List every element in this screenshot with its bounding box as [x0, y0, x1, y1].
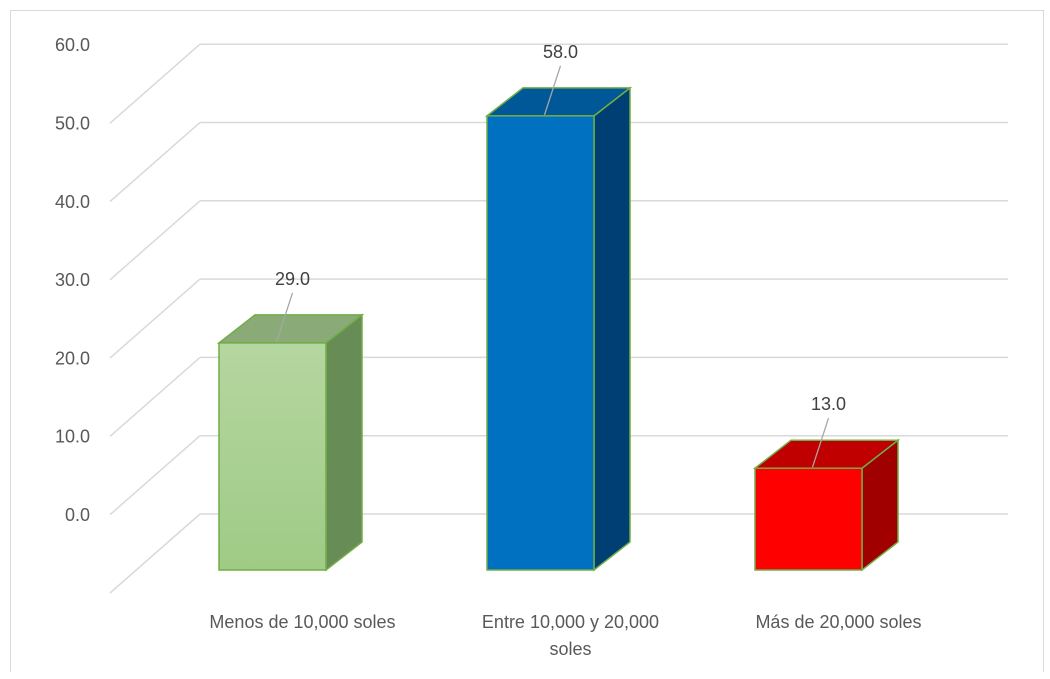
data-label-leader: [543, 65, 562, 116]
y-tick-label: 60.0: [55, 35, 90, 55]
gridline-diagonal: [109, 435, 201, 516]
bar-front: [486, 115, 595, 571]
gridline-diagonal: [109, 121, 201, 203]
category-label-line: Menos de 10,000 soles: [209, 612, 395, 632]
y-tick-label: 50.0: [55, 114, 90, 134]
y-tick-label: 0.0: [65, 505, 90, 525]
data-label-leader: [811, 418, 830, 468]
bar-front: [754, 467, 863, 571]
gridline-diagonal: [109, 200, 201, 281]
data-labels: 29.0 58.0 13.0: [275, 42, 846, 468]
category-label: Más de 20,000 soles: [755, 612, 921, 632]
y-tick-label: 20.0: [55, 348, 90, 368]
category-label-line: Entre 10,000 y 20,000: [482, 612, 659, 632]
y-axis-ticks: 0.0 10.0 20.0 30.0 40.0 50.0 60.0: [55, 35, 90, 525]
bars: [216, 86, 901, 572]
bar-1: [216, 313, 365, 572]
chart-frame: [10, 10, 1044, 672]
bar-side: [593, 86, 631, 572]
bar-2: [484, 86, 633, 572]
gridline-diagonal: [109, 43, 201, 124]
data-label-leader: [275, 292, 294, 343]
category-label-line: Más de 20,000 soles: [755, 612, 921, 632]
category-label-line: soles: [549, 639, 591, 659]
gridline-diagonal: [109, 278, 201, 359]
data-label: 13.0: [811, 394, 846, 414]
bar-side: [325, 313, 363, 572]
gridline-diagonal: [109, 356, 201, 437]
y-tick-label: 40.0: [55, 192, 90, 212]
category-labels: Menos de 10,000 soles Entre 10,000 y 20,0…: [209, 612, 921, 659]
gridline-diagonal: [109, 513, 201, 594]
bar-front: [218, 342, 327, 571]
bar-3: [752, 438, 901, 572]
y-tick-label: 30.0: [55, 270, 90, 290]
category-label: Menos de 10,000 soles: [209, 612, 395, 632]
y-tick-label: 10.0: [55, 427, 90, 447]
data-label: 29.0: [275, 269, 310, 289]
data-label: 58.0: [543, 42, 578, 62]
category-label: Entre 10,000 y 20,000 soles: [482, 612, 659, 659]
